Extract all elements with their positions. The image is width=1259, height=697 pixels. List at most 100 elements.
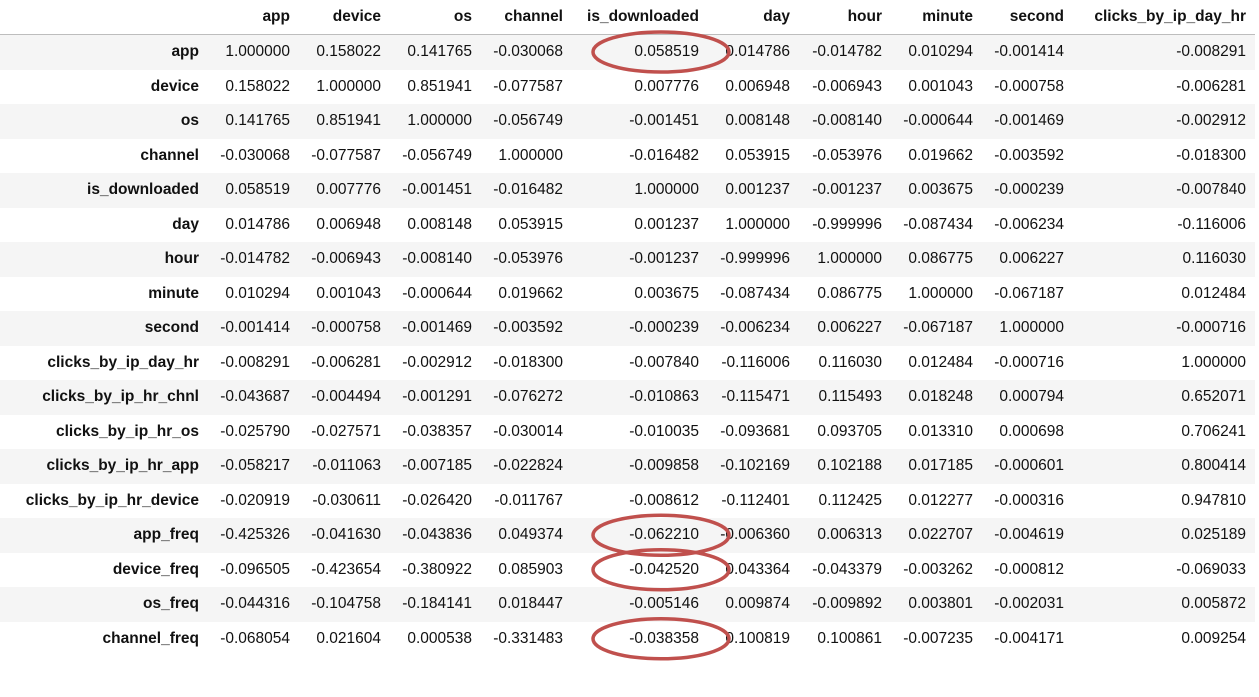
row-label: is_downloaded bbox=[87, 181, 199, 199]
table-cell: -0.038357 bbox=[402, 422, 472, 440]
table-cell: 0.006948 bbox=[316, 215, 381, 233]
table-cell: -0.041630 bbox=[311, 526, 381, 544]
table-cell: -0.069033 bbox=[1176, 560, 1246, 578]
table-cell: 0.022707 bbox=[908, 526, 973, 544]
column-header: app bbox=[208, 0, 299, 35]
table-row: clicks_by_ip_hr_device -0.020919 -0.030611… bbox=[0, 484, 1255, 519]
table-cell: 0.025189 bbox=[1181, 526, 1246, 544]
table-cell: -0.096505 bbox=[220, 560, 290, 578]
table-cell: 0.014786 bbox=[225, 215, 290, 233]
table-cell: -0.087434 bbox=[903, 215, 973, 233]
table-cell: 0.012277 bbox=[908, 491, 973, 509]
table-row: clicks_by_ip_hr_os -0.025790 -0.027571 -0.0… bbox=[0, 415, 1255, 450]
row-label: day bbox=[172, 215, 199, 233]
table-cell: 0.086775 bbox=[908, 250, 973, 268]
table-cell: -0.010863 bbox=[629, 388, 699, 406]
row-label: minute bbox=[148, 284, 199, 302]
table-cell: -0.016482 bbox=[493, 181, 563, 199]
column-header: is_downloaded bbox=[572, 0, 708, 35]
table-cell: -0.000601 bbox=[994, 457, 1064, 475]
table-cell: -0.000239 bbox=[629, 319, 699, 337]
column-header: second bbox=[982, 0, 1073, 35]
table-cell: 0.001237 bbox=[725, 181, 790, 199]
table-cell: 0.018248 bbox=[908, 388, 973, 406]
row-label: channel_freq bbox=[102, 629, 199, 647]
header-row: app device os channel is_downloaded day … bbox=[0, 0, 1255, 35]
column-header: os bbox=[390, 0, 481, 35]
table-cell: 0.006313 bbox=[817, 526, 882, 544]
table-cell: 1.000000 bbox=[908, 284, 973, 302]
table-cell: 0.093705 bbox=[817, 422, 882, 440]
table-cell: -0.001291 bbox=[402, 388, 472, 406]
table-cell: -0.026420 bbox=[402, 491, 472, 509]
table-cell: 0.115493 bbox=[818, 388, 883, 406]
table-cell: -0.027571 bbox=[311, 422, 381, 440]
table-cell: -0.056749 bbox=[402, 146, 472, 164]
table-cell: -0.003592 bbox=[994, 146, 1064, 164]
column-header: day bbox=[708, 0, 799, 35]
table-row: app_freq -0.425326 -0.041630 -0.043836 0.049… bbox=[0, 518, 1255, 553]
table-cell: -0.004494 bbox=[311, 388, 381, 406]
correlation-table-container: app device os channel is_downloaded day … bbox=[0, 0, 1255, 647]
table-cell: -0.006943 bbox=[812, 77, 882, 95]
table-cell: -0.000758 bbox=[994, 77, 1064, 95]
row-label: second bbox=[144, 319, 199, 337]
table-cell: -0.102169 bbox=[720, 457, 790, 475]
table-cell: -0.077587 bbox=[493, 77, 563, 95]
table-cell: 0.706241 bbox=[1181, 422, 1246, 440]
table-cell: -0.001237 bbox=[812, 181, 882, 199]
table-cell: -0.000239 bbox=[994, 181, 1064, 199]
table-cell: 0.116030 bbox=[1182, 250, 1247, 268]
table-cell: 0.013310 bbox=[908, 422, 973, 440]
table-cell: 0.018447 bbox=[498, 595, 563, 613]
table-cell: 0.001237 bbox=[634, 215, 699, 233]
column-header: channel bbox=[481, 0, 572, 35]
table-cell: 1.000000 bbox=[999, 319, 1064, 337]
table-cell: -0.008612 bbox=[629, 491, 699, 509]
table-cell: 0.019662 bbox=[908, 146, 973, 164]
table-cell: 0.009254 bbox=[1181, 629, 1246, 647]
table-cell: -0.000644 bbox=[402, 284, 472, 302]
table-cell: 0.141765 bbox=[407, 43, 472, 61]
column-header: clicks_by_ip_day_hr bbox=[1073, 0, 1255, 35]
table-cell: 0.008148 bbox=[725, 112, 790, 130]
table-cell: -0.053976 bbox=[812, 146, 882, 164]
table-cell: -0.006234 bbox=[994, 215, 1064, 233]
table-cell: 1.000000 bbox=[316, 77, 381, 95]
table-cell: 0.009874 bbox=[725, 595, 790, 613]
table-row: clicks_by_ip_day_hr -0.008291 -0.006281 -0.… bbox=[0, 346, 1255, 381]
table-cell: -0.056749 bbox=[493, 112, 563, 130]
table-cell: 0.006227 bbox=[999, 250, 1064, 268]
table-cell: -0.011063 bbox=[312, 457, 381, 475]
table-cell: 0.007776 bbox=[316, 181, 381, 199]
table-cell: -0.009858 bbox=[629, 457, 699, 475]
row-label: clicks_by_ip_hr_app bbox=[46, 457, 200, 475]
table-cell: 0.000698 bbox=[999, 422, 1064, 440]
table-cell: -0.000644 bbox=[903, 112, 973, 130]
table-cell: -0.007840 bbox=[1176, 181, 1246, 199]
table-cell: 1.000000 bbox=[634, 181, 699, 199]
table-cell: -0.067187 bbox=[903, 319, 973, 337]
table-cell: 0.003675 bbox=[908, 181, 973, 199]
table-cell: -0.038358 bbox=[629, 629, 699, 647]
table-cell: -0.001451 bbox=[402, 181, 472, 199]
table-cell: 1.000000 bbox=[407, 112, 472, 130]
table-cell: 0.014786 bbox=[725, 43, 790, 61]
table-cell: -0.999996 bbox=[812, 215, 882, 233]
table-cell: -0.999996 bbox=[720, 250, 790, 268]
table-cell: -0.067187 bbox=[994, 284, 1064, 302]
table-cell: 0.001043 bbox=[908, 77, 973, 95]
table-cell: -0.423654 bbox=[311, 560, 381, 578]
table-cell: -0.001414 bbox=[994, 43, 1064, 61]
table-cell: -0.030611 bbox=[312, 491, 381, 509]
table-cell: -0.112401 bbox=[721, 491, 790, 509]
column-header: hour bbox=[799, 0, 891, 35]
table-cell: 0.049374 bbox=[498, 526, 563, 544]
table-row: clicks_by_ip_hr_chnl -0.043687 -0.004494 -0… bbox=[0, 380, 1255, 415]
table-cell: -0.006281 bbox=[1176, 77, 1246, 95]
table-cell: -0.003592 bbox=[493, 319, 563, 337]
table-cell: -0.006943 bbox=[311, 250, 381, 268]
row-label: clicks_by_ip_hr_os bbox=[55, 422, 199, 440]
table-cell: -0.087434 bbox=[720, 284, 790, 302]
table-cell: 0.001043 bbox=[316, 284, 381, 302]
